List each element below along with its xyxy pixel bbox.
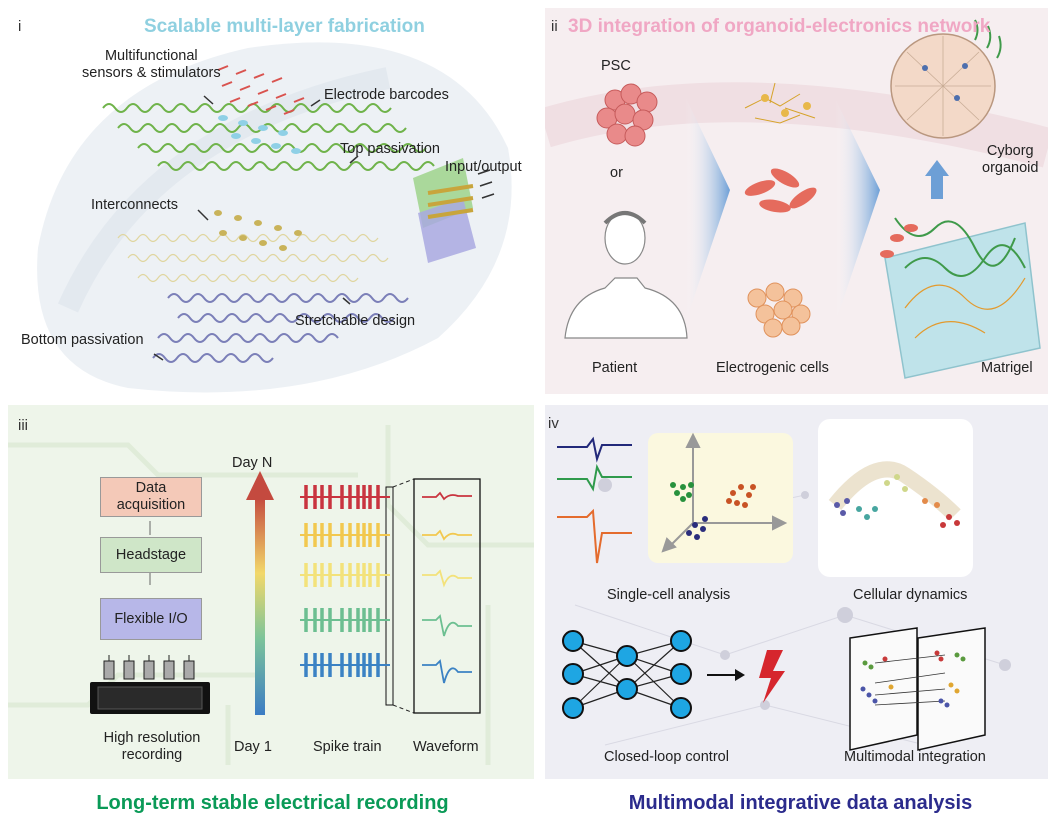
waveform-trace <box>422 569 472 588</box>
panel-integration: ii 3D integration of organoid-electronic… <box>545 8 1048 394</box>
waveform-trace <box>422 614 472 637</box>
panel-ii-numeral: ii <box>551 18 558 35</box>
waveform-trace <box>422 659 472 684</box>
headstage-label: Headstage <box>115 546 187 563</box>
panel-recording: iii Data acquisition Headstage Flexible … <box>8 405 534 779</box>
panel-i-numeral: i <box>18 18 22 35</box>
spike-train-row <box>300 608 390 632</box>
label-top-passivation: Top passivation <box>340 141 440 157</box>
panel-i-art <box>8 8 534 394</box>
label-day-1: Day 1 <box>234 739 272 755</box>
label-cellular-dynamics: Cellular dynamics <box>853 587 968 603</box>
panel-iv-title: Multimodal integrative data analysis <box>628 792 973 814</box>
label-day-n: Day N <box>232 455 273 471</box>
label-matrigel: Matrigel <box>981 360 1033 376</box>
waveform-trace <box>422 529 472 541</box>
spike-train-row <box>300 485 390 509</box>
label-patient: Patient <box>592 360 638 376</box>
label-interconnects: Interconnects <box>91 197 179 213</box>
label-bottom-passivation: Bottom passivation <box>21 332 144 348</box>
panel-ii-art <box>545 8 1048 394</box>
panel-iii-numeral: iii <box>18 417 28 434</box>
spike-train-row <box>300 523 390 547</box>
data-acquisition-label: Data acquisition <box>116 480 186 513</box>
panel-analysis: iv Single-cell analysis Cellular dynamic… <box>545 405 1048 779</box>
flexible-io-label: Flexible I/O <box>114 610 188 627</box>
label-cyborg-organoid: Cyborg organoid <box>982 143 1039 176</box>
panel-iv-art <box>545 405 1048 779</box>
spike-train-row <box>300 653 390 677</box>
label-psc: PSC <box>601 58 631 74</box>
label-electrogenic-cells: Electrogenic cells <box>716 360 829 376</box>
label-sensors: Multifunctional sensors & stimulators <box>82 48 221 81</box>
waveform-trace <box>422 491 472 501</box>
panel-iii-title: Long-term stable electrical recording <box>96 792 449 814</box>
spike-train-row <box>300 563 390 587</box>
label-single-cell-analysis: Single-cell analysis <box>607 587 731 603</box>
label-high-resolution-recording: High resolution recording <box>103 730 201 763</box>
label-electrode-barcodes: Electrode barcodes <box>324 87 449 103</box>
label-spike-train: Spike train <box>313 739 382 755</box>
label-multimodal-integration: Multimodal integration <box>844 749 986 765</box>
flexible-io-box: Flexible I/O <box>100 598 202 640</box>
label-waveform: Waveform <box>413 739 479 755</box>
label-closed-loop-control: Closed-loop control <box>604 749 729 765</box>
panel-iii-art <box>8 405 534 779</box>
panel-ii-title: 3D integration of organoid-electronics n… <box>568 16 991 37</box>
label-or: or <box>610 165 623 181</box>
headstage-box: Headstage <box>100 537 202 573</box>
label-input-output: Input/output <box>445 159 522 175</box>
panel-iv-numeral: iv <box>548 415 559 432</box>
panel-i-title: Scalable multi-layer fabrication <box>144 16 425 37</box>
data-acquisition-box: Data acquisition <box>100 477 202 517</box>
label-stretchable-design: Stretchable design <box>295 313 416 329</box>
panel-fabrication: i Scalable multi-layer fabrication Multi… <box>8 8 534 394</box>
